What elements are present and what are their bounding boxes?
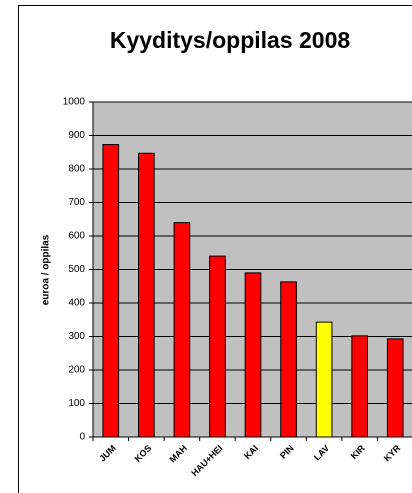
bar: [173, 222, 191, 438]
bar: [209, 255, 226, 438]
y-tick-label: 500: [68, 264, 85, 275]
bar: [102, 144, 120, 438]
y-tick-label: 900: [68, 130, 85, 141]
bar: [386, 338, 404, 438]
y-tick-label: 100: [68, 398, 85, 409]
y-tick-label: 600: [68, 231, 85, 242]
y-tick-label: 300: [68, 331, 85, 342]
bar: [138, 152, 155, 438]
bar: [351, 335, 368, 438]
y-tick-label: 0: [79, 432, 85, 443]
y-tick-label: 700: [68, 197, 85, 208]
chart-title: Kyyditys/oppilas 2008: [110, 27, 351, 53]
y-tick-label: 1000: [63, 97, 86, 108]
y-tick-label: 200: [68, 365, 85, 376]
y-axis-title: euroa / oppilas: [41, 234, 52, 305]
bar: [315, 321, 333, 438]
y-tick-label: 400: [68, 298, 85, 309]
y-tick-label: 800: [68, 164, 85, 175]
bar: [280, 281, 297, 438]
bar: [244, 272, 262, 438]
